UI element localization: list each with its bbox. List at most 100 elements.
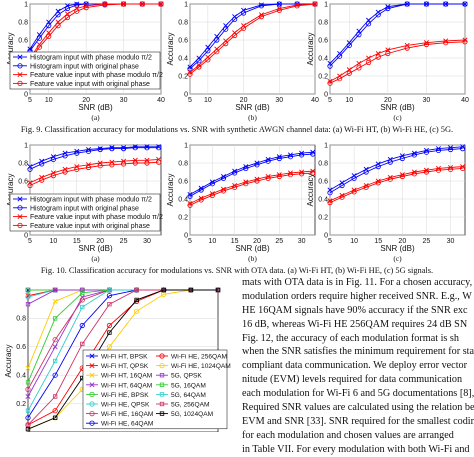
data-point (80, 287, 85, 293)
data-point (52, 287, 58, 293)
data-point (132, 144, 138, 150)
y-axis-label: Accuracy (166, 174, 175, 207)
legend-label: 5G, 256QAM (171, 402, 209, 409)
data-point (423, 1, 430, 7)
data-point (25, 408, 31, 413)
data-point (74, 166, 80, 172)
legend-label: Wi-Fi HE, 64QAM (101, 421, 153, 428)
data-point (79, 322, 85, 329)
data-point (287, 154, 294, 160)
data-point (276, 155, 282, 162)
legend-label: 5G, 1024QAM (171, 411, 213, 418)
x-tick-label: 10 (49, 238, 57, 245)
x-tick-label: 5 (328, 97, 332, 104)
data-point (36, 35, 42, 41)
series-line (29, 158, 159, 184)
panel-label: (a) (91, 113, 100, 122)
data-point (187, 66, 193, 72)
data-point (102, 2, 108, 8)
data-point (198, 197, 204, 203)
series-line (189, 3, 315, 70)
data-point (276, 7, 282, 13)
y-tick-label: 1 (24, 142, 28, 149)
data-point (17, 214, 23, 220)
data-point (187, 193, 193, 199)
x-tick-label: 20 (398, 238, 406, 245)
data-point (459, 165, 466, 171)
data-point (74, 2, 80, 8)
legend-label: 5G, 64QAM (171, 392, 206, 399)
data-point (79, 297, 85, 303)
y-tick-label: 0.6 (318, 37, 328, 44)
data-point (17, 63, 23, 69)
data-point (188, 287, 194, 293)
data-point (89, 410, 95, 417)
data-point (74, 150, 80, 156)
legend-label: Wi-Fi HE, BPSK (101, 392, 149, 399)
y-tick-label: 0.8 (16, 316, 26, 323)
data-point (327, 200, 333, 206)
data-point (83, 4, 89, 11)
data-point (55, 12, 61, 18)
legend-box (9, 193, 161, 232)
y-tick-label: 0 (324, 232, 328, 239)
data-point (106, 344, 113, 350)
x-axis-label: SNR (dB) (380, 244, 415, 253)
data-point (159, 373, 165, 378)
data-point (109, 145, 115, 151)
data-point (443, 40, 449, 46)
y-tick-label: 0 (24, 91, 28, 98)
body-line: Fig. 12, the accuracy of each modulation… (242, 332, 459, 344)
data-point (144, 145, 150, 151)
data-point (52, 344, 58, 350)
data-point (52, 415, 58, 420)
series-line (329, 41, 466, 84)
data-point (312, 1, 318, 7)
data-point (223, 26, 229, 32)
data-point (89, 353, 95, 359)
body-line: mats with OTA data is in Fig. 11. For a … (242, 277, 474, 288)
data-point (196, 64, 202, 70)
y-tick-label: 0 (324, 91, 328, 98)
y-tick-label: 0.6 (18, 37, 28, 44)
x-tick-label: 30 (447, 238, 455, 245)
data-point (132, 145, 138, 151)
data-point (375, 54, 381, 60)
y-axis-label: Accuracy (4, 345, 13, 378)
legend-label: Histogram input with original phase (30, 63, 139, 70)
data-point (363, 184, 369, 190)
plot-area (329, 144, 466, 236)
data-point (215, 287, 221, 293)
data-point (106, 293, 113, 299)
x-tick-label: 25 (275, 238, 283, 245)
data-point (232, 32, 238, 39)
data-point (399, 173, 405, 180)
legend-label: Wi-Fi HT, 64QAM (101, 382, 152, 389)
data-point (365, 21, 372, 27)
series-line (27, 289, 218, 430)
data-point (327, 80, 333, 86)
data-point (240, 25, 247, 31)
data-point (462, 39, 468, 45)
x-axis-label: SNR (dB) (235, 244, 270, 253)
x-tick-label: 15 (374, 238, 382, 245)
data-point (52, 337, 58, 343)
data-point (385, 5, 391, 12)
data-point (25, 380, 31, 385)
x-tick-label: 10 (345, 97, 353, 104)
data-point (89, 420, 95, 426)
y-tick-label: 0.2 (318, 214, 328, 221)
data-point (337, 76, 343, 82)
x-tick-label: 30 (143, 238, 151, 245)
data-point (187, 69, 193, 75)
legend-label: Histogram input with phase modulo π/2 (30, 55, 152, 62)
data-point (55, 22, 61, 29)
data-point (133, 298, 140, 304)
legend-label: Histogram input with phase modulo π/2 (30, 197, 152, 204)
body-line: Required SNR values are calculated using… (242, 402, 474, 414)
chart-panel: 0 0.2 0.4 0.6 0.8 1 5 10 20 30 40 SNR (dB) Accuracy (… (306, 1, 469, 122)
x-tick-label: 10 (204, 97, 212, 104)
legend-label: Feature value input with original phase (30, 81, 150, 88)
